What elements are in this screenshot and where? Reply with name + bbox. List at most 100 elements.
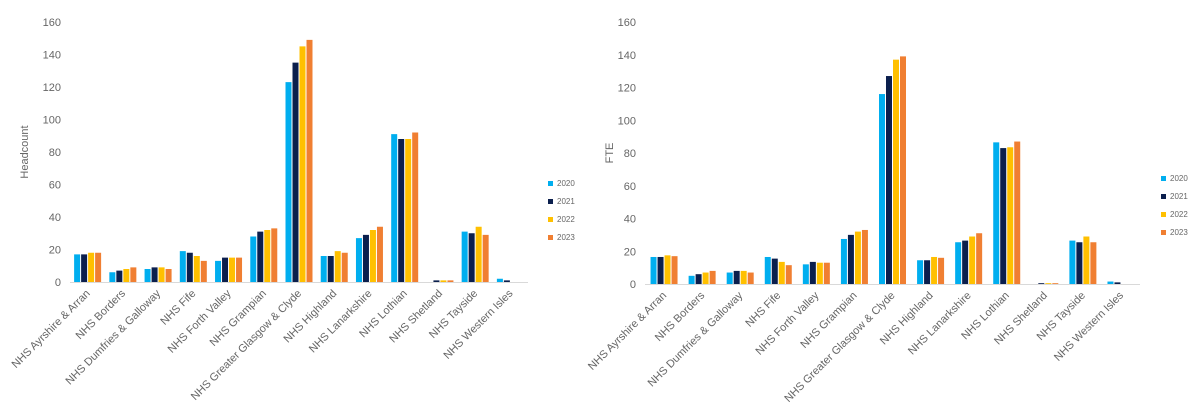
bar-2023 [271,228,278,282]
bar-2023 [785,265,792,284]
bar-2020 [74,254,81,282]
y-tick-label: 100 [618,115,636,127]
bar-2021 [81,254,88,282]
y-tick-label: 120 [43,82,61,94]
bar-2020 [917,260,924,284]
bar-2020 [993,142,1000,284]
y-tick-label: 60 [624,181,636,193]
legend-swatch-2022 [1161,212,1166,217]
bar-2022 [299,46,306,282]
bar-2022 [405,139,412,282]
legend-label-2022: 2022 [557,215,575,224]
bar-2022 [740,270,747,284]
legend-swatch-2021 [1161,194,1166,199]
bar-2021 [733,270,740,284]
y-tick-label: 0 [55,277,61,289]
bar-2020 [250,236,257,282]
legend-label-2020: 2020 [1170,174,1188,183]
legend-label-2020: 2020 [557,179,575,188]
legend-swatch-2020 [548,181,553,186]
legend-label-2023: 2023 [557,233,575,242]
legend-swatch-2023 [548,235,553,240]
bar-2023 [200,260,207,282]
bar-2023 [165,269,172,282]
bar-2022 [123,269,130,282]
bar-2023 [130,267,137,282]
bar-2023 [412,132,419,282]
bar-2022 [229,257,236,282]
bar-2021 [1038,283,1045,284]
bar-2020 [391,134,398,282]
bar-2022 [264,230,271,282]
bar-2020 [802,264,809,284]
bar-2023 [447,280,454,282]
y-tick-label: 60 [49,180,61,192]
bar-2021 [222,257,229,282]
bar-2021 [186,252,193,282]
bar-2023 [1052,283,1059,284]
bar-2021 [503,280,510,282]
bar-2023 [341,252,348,282]
bar-2022 [778,261,785,284]
bar-2021 [962,240,969,284]
bar-2023 [1090,242,1097,284]
bar-2021 [257,231,264,282]
category-label: NHS Lanarkshire [307,288,375,356]
legend-swatch-2022 [548,217,553,222]
bar-2020 [1107,281,1114,284]
bar-2021 [116,270,123,282]
y-tick-label: 140 [618,50,636,62]
bar-2020 [764,256,771,284]
bar-2021 [886,76,892,284]
legend-swatch-2021 [548,199,553,204]
bar-2020 [461,231,468,282]
y-tick-label: 80 [49,147,61,159]
y-tick-label: 20 [49,245,61,257]
bar-2022 [475,226,482,282]
bar-2020 [109,272,116,282]
bar-2021 [809,261,816,284]
bar-2023 [95,252,102,282]
bar-2023 [482,234,489,282]
bar-2023 [671,256,678,284]
bar-2022 [816,262,823,284]
y-tick-label: 0 [630,279,636,291]
y-tick-label: 120 [618,83,636,95]
bar-2021 [1076,242,1083,284]
bar-2021 [362,234,369,282]
bar-2022 [334,251,341,282]
bar-2023 [306,39,313,282]
bar-2020 [726,272,733,284]
bar-2020 [496,278,503,282]
legend-label-2021: 2021 [557,197,575,206]
category-label: NHS Forth Valley [166,287,234,355]
y-tick-label: 20 [624,246,636,258]
legend-swatch-2023 [1161,230,1166,235]
bar-2020 [688,275,695,284]
bar-2022 [854,231,861,284]
y-tick-label: 140 [43,50,61,62]
bar-2022 [664,255,671,284]
legend-label-2022: 2022 [1170,210,1188,219]
bar-2023 [938,257,945,284]
bar-2022 [931,256,938,284]
bar-2023 [747,272,754,284]
bar-2022 [969,236,976,284]
bar-2023 [861,229,868,284]
bar-2021 [327,256,334,282]
bar-2023 [1014,141,1021,284]
category-label: NHS Western Isles [1052,289,1126,363]
bar-2021 [468,233,475,282]
y-axis-title: Headcount [19,125,31,178]
bar-2023 [236,257,243,282]
bar-2022 [369,230,376,282]
category-label: NHS Fife [743,290,783,330]
bar-2020 [285,82,292,282]
bar-2022 [158,267,165,282]
bar-2021 [771,258,778,284]
bar-2023 [900,56,906,285]
legend-label-2023: 2023 [1170,228,1188,237]
bar-2020 [840,238,847,284]
